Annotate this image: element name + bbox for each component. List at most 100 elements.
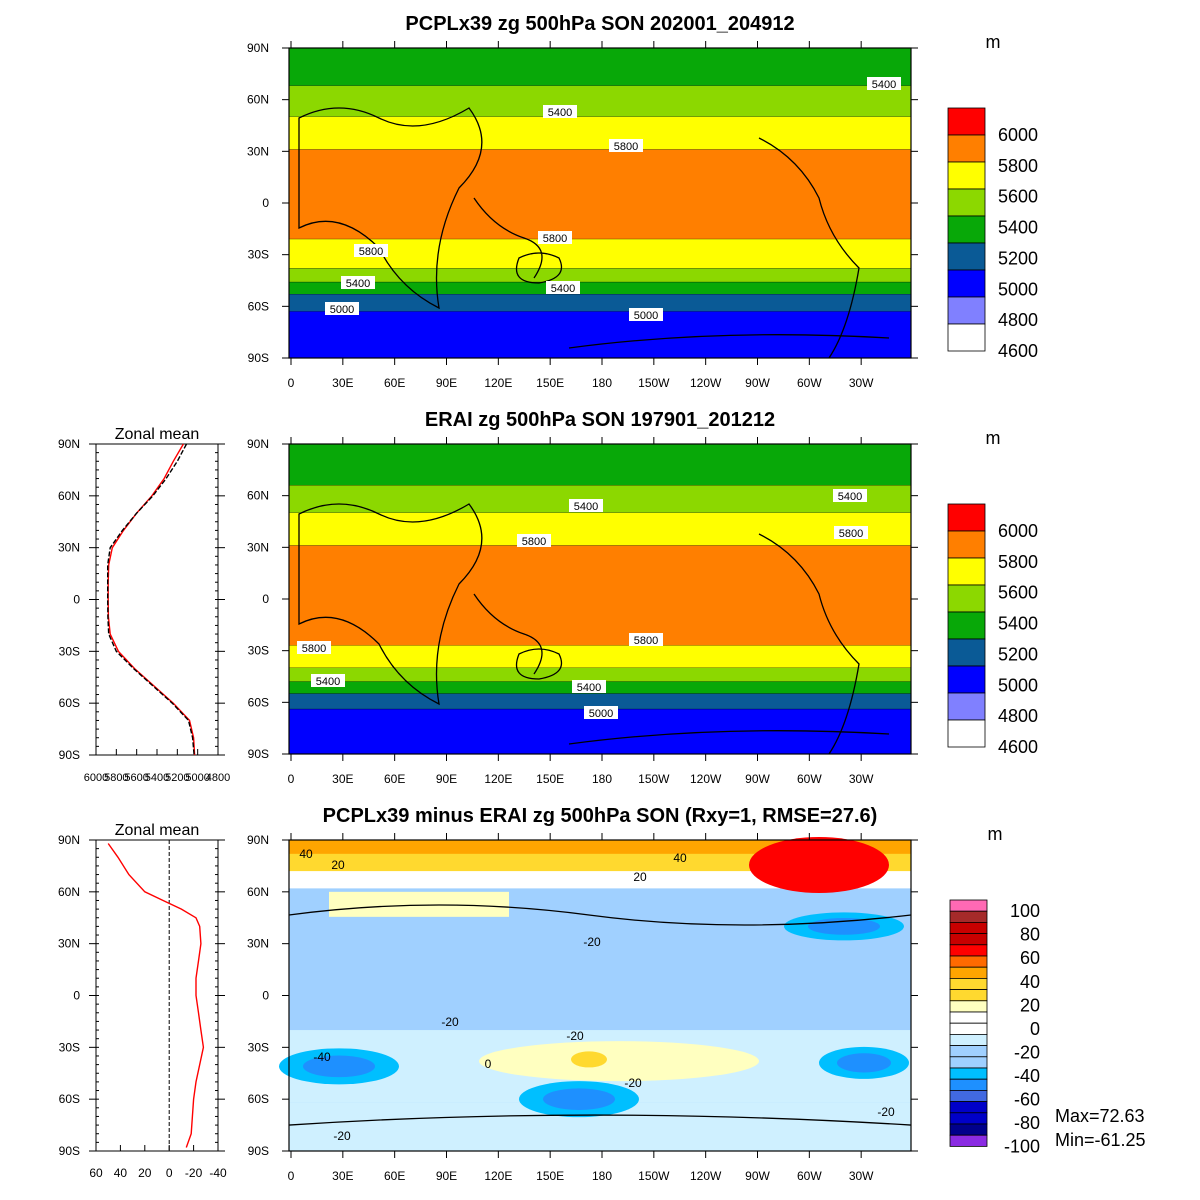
contour-label: 5400	[551, 283, 575, 295]
lat-tick-label: 90N	[247, 41, 269, 55]
lon-tick-label: 150E	[536, 772, 564, 786]
lon-tick-label: 90E	[436, 1169, 457, 1183]
lon-tick-label: 0	[288, 1169, 295, 1183]
lat-tick-label: 60S	[248, 695, 269, 709]
lon-tick-label: 60W	[797, 1169, 822, 1183]
legend-swatch	[947, 611, 986, 640]
lon-tick-label: 90E	[436, 772, 457, 786]
contour-label-bg	[584, 706, 618, 719]
series-line-pcplx39	[107, 443, 196, 756]
contour-label-bg	[572, 680, 606, 693]
lon-tick-label: 120E	[484, 772, 512, 786]
lon-tick-label: 30E	[332, 772, 353, 786]
x-tick-label: 20	[138, 1166, 152, 1180]
contour-label: -20	[877, 1105, 895, 1119]
x-tick-label: 6000	[84, 772, 108, 784]
zonal-frame	[95, 839, 219, 1152]
legend-label: -100	[1004, 1136, 1040, 1156]
lat-tick-label: 60S	[59, 696, 80, 710]
lat-tick-label: 90S	[248, 351, 269, 365]
lon-tick-label: 150E	[536, 1169, 564, 1183]
contour-band	[289, 645, 911, 668]
lat-tick-label: 30N	[247, 937, 269, 951]
lon-tick-label: 150W	[638, 376, 670, 390]
lon-tick-label: 150E	[536, 376, 564, 390]
contour-label-bg	[546, 281, 580, 294]
contour-label-bg	[867, 77, 901, 90]
legend-label: 0	[1030, 1019, 1040, 1039]
lat-tick-label: 90N	[58, 833, 80, 847]
contour-label: 5800	[522, 536, 546, 548]
chart-title: ERAI zg 500hPa SON 197901_201212	[425, 409, 775, 431]
contour-label-bg	[834, 526, 868, 539]
legend-swatch	[947, 296, 986, 325]
contour-band	[329, 891, 509, 917]
x-tick-label: 5800	[104, 772, 128, 784]
contour-band	[289, 545, 911, 646]
contour-label: -20	[583, 935, 601, 949]
lon-tick-label: 120W	[690, 376, 722, 390]
contour-label: 5000	[330, 304, 354, 316]
positive-anomaly	[571, 1051, 607, 1068]
legend-label: 100	[1010, 901, 1040, 921]
contour-label: 5400	[316, 676, 340, 688]
lat-tick-label: 90S	[59, 1144, 80, 1158]
contour-label: 5800	[634, 635, 658, 647]
lon-tick-label: 120W	[690, 1169, 722, 1183]
lon-tick-label: 180	[592, 376, 612, 390]
contour-label: 40	[299, 847, 313, 861]
lon-tick-label: 60E	[384, 376, 405, 390]
legend-label: 6000	[998, 125, 1038, 145]
contour-band	[289, 444, 911, 486]
lat-tick-label: 90N	[58, 437, 80, 451]
x-tick-label: -20	[185, 1166, 203, 1180]
legend-label: 5200	[998, 644, 1038, 664]
legend-swatch	[949, 1123, 988, 1136]
legend-swatch	[949, 1078, 988, 1091]
lat-tick-label: 30N	[58, 541, 80, 555]
contour-label-bg	[609, 139, 643, 152]
contour-band	[289, 268, 911, 283]
contour-label-bg	[354, 244, 388, 257]
legend-swatch	[949, 1045, 988, 1058]
lon-tick-label: 30E	[332, 1169, 353, 1183]
contour-label: 5800	[302, 643, 326, 655]
legend-swatch	[949, 922, 988, 935]
legend-swatch	[949, 944, 988, 957]
lat-tick-label: 30N	[58, 937, 80, 951]
zonal-frame	[95, 443, 219, 756]
lat-tick-label: 60N	[247, 93, 269, 107]
contour-label: 5400	[574, 501, 598, 513]
contour-label: -20	[624, 1076, 642, 1090]
lon-tick-label: 60W	[797, 376, 822, 390]
min-label: Min=-61.25	[1055, 1130, 1146, 1150]
x-tick-label: 0	[166, 1166, 173, 1180]
lon-tick-label: 150W	[638, 1169, 670, 1183]
legend-label: 4800	[998, 706, 1038, 726]
legend-label: 5000	[998, 675, 1038, 695]
contour-band	[289, 85, 911, 117]
contour-label: 40	[673, 851, 687, 865]
legend-label: 5600	[998, 187, 1038, 207]
contour-label: 0	[485, 1057, 492, 1071]
contour-label: -20	[333, 1129, 351, 1143]
contour-band	[289, 149, 911, 240]
contour-label: 5800	[359, 246, 383, 258]
contour-band	[289, 282, 911, 295]
legend-label: -80	[1014, 1113, 1040, 1133]
coastline	[288, 904, 912, 1126]
contour-label: 5400	[346, 278, 370, 290]
legend-swatch	[949, 1067, 988, 1080]
lat-tick-label: 30S	[248, 644, 269, 658]
lon-tick-label: 120E	[484, 376, 512, 390]
legend-label: 5800	[998, 156, 1038, 176]
x-tick-label: 5600	[124, 772, 148, 784]
negative-anomaly	[837, 1053, 891, 1073]
legend-label: 4600	[998, 341, 1038, 361]
legend-swatch	[947, 665, 986, 694]
legend-swatch	[947, 323, 986, 352]
legend-unit: m	[986, 428, 1001, 448]
contour-label: 5400	[872, 79, 896, 91]
legend-swatch	[949, 1000, 988, 1013]
